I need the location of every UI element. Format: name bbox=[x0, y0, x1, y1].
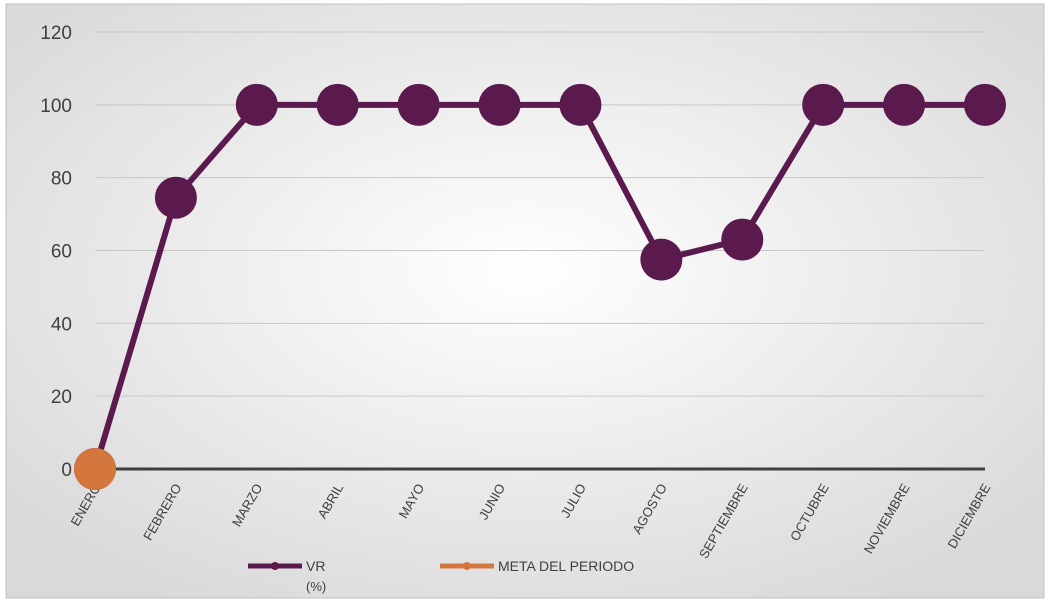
data-point-0-7 bbox=[640, 238, 683, 281]
data-point-0-2 bbox=[235, 83, 278, 126]
data-point-0-1 bbox=[154, 176, 197, 219]
y-tick-label: 40 bbox=[51, 314, 72, 335]
legend-label: VR bbox=[306, 558, 325, 574]
data-point-0-5 bbox=[478, 83, 521, 126]
series-group bbox=[74, 83, 1006, 490]
data-point-0-4 bbox=[397, 83, 440, 126]
y-tick-label: 100 bbox=[40, 96, 72, 117]
y-tick-label: 60 bbox=[51, 242, 72, 263]
y-axis-tick-labels: 0 20 40 60 80 100 120 bbox=[40, 23, 72, 481]
y-tick-label: 20 bbox=[51, 387, 72, 408]
legend-swatch-marker bbox=[463, 562, 471, 570]
y-tick-label: 80 bbox=[51, 169, 72, 190]
y-tick-label: 120 bbox=[40, 23, 72, 44]
legend-label-line2: (%) bbox=[306, 579, 326, 594]
legend-swatch-marker bbox=[271, 562, 279, 570]
data-point-0-3 bbox=[316, 83, 359, 126]
data-point-0-8 bbox=[721, 218, 764, 261]
data-point-0-11 bbox=[964, 83, 1006, 126]
legend: VR (%) META DEL PERIODO bbox=[248, 558, 634, 594]
y-tick-label: 0 bbox=[61, 460, 72, 481]
data-point-1-0 bbox=[74, 448, 116, 490]
legend-label: META DEL PERIODO bbox=[498, 558, 634, 574]
data-point-0-10 bbox=[883, 83, 926, 126]
data-point-0-6 bbox=[559, 83, 602, 126]
data-point-0-9 bbox=[802, 83, 845, 126]
